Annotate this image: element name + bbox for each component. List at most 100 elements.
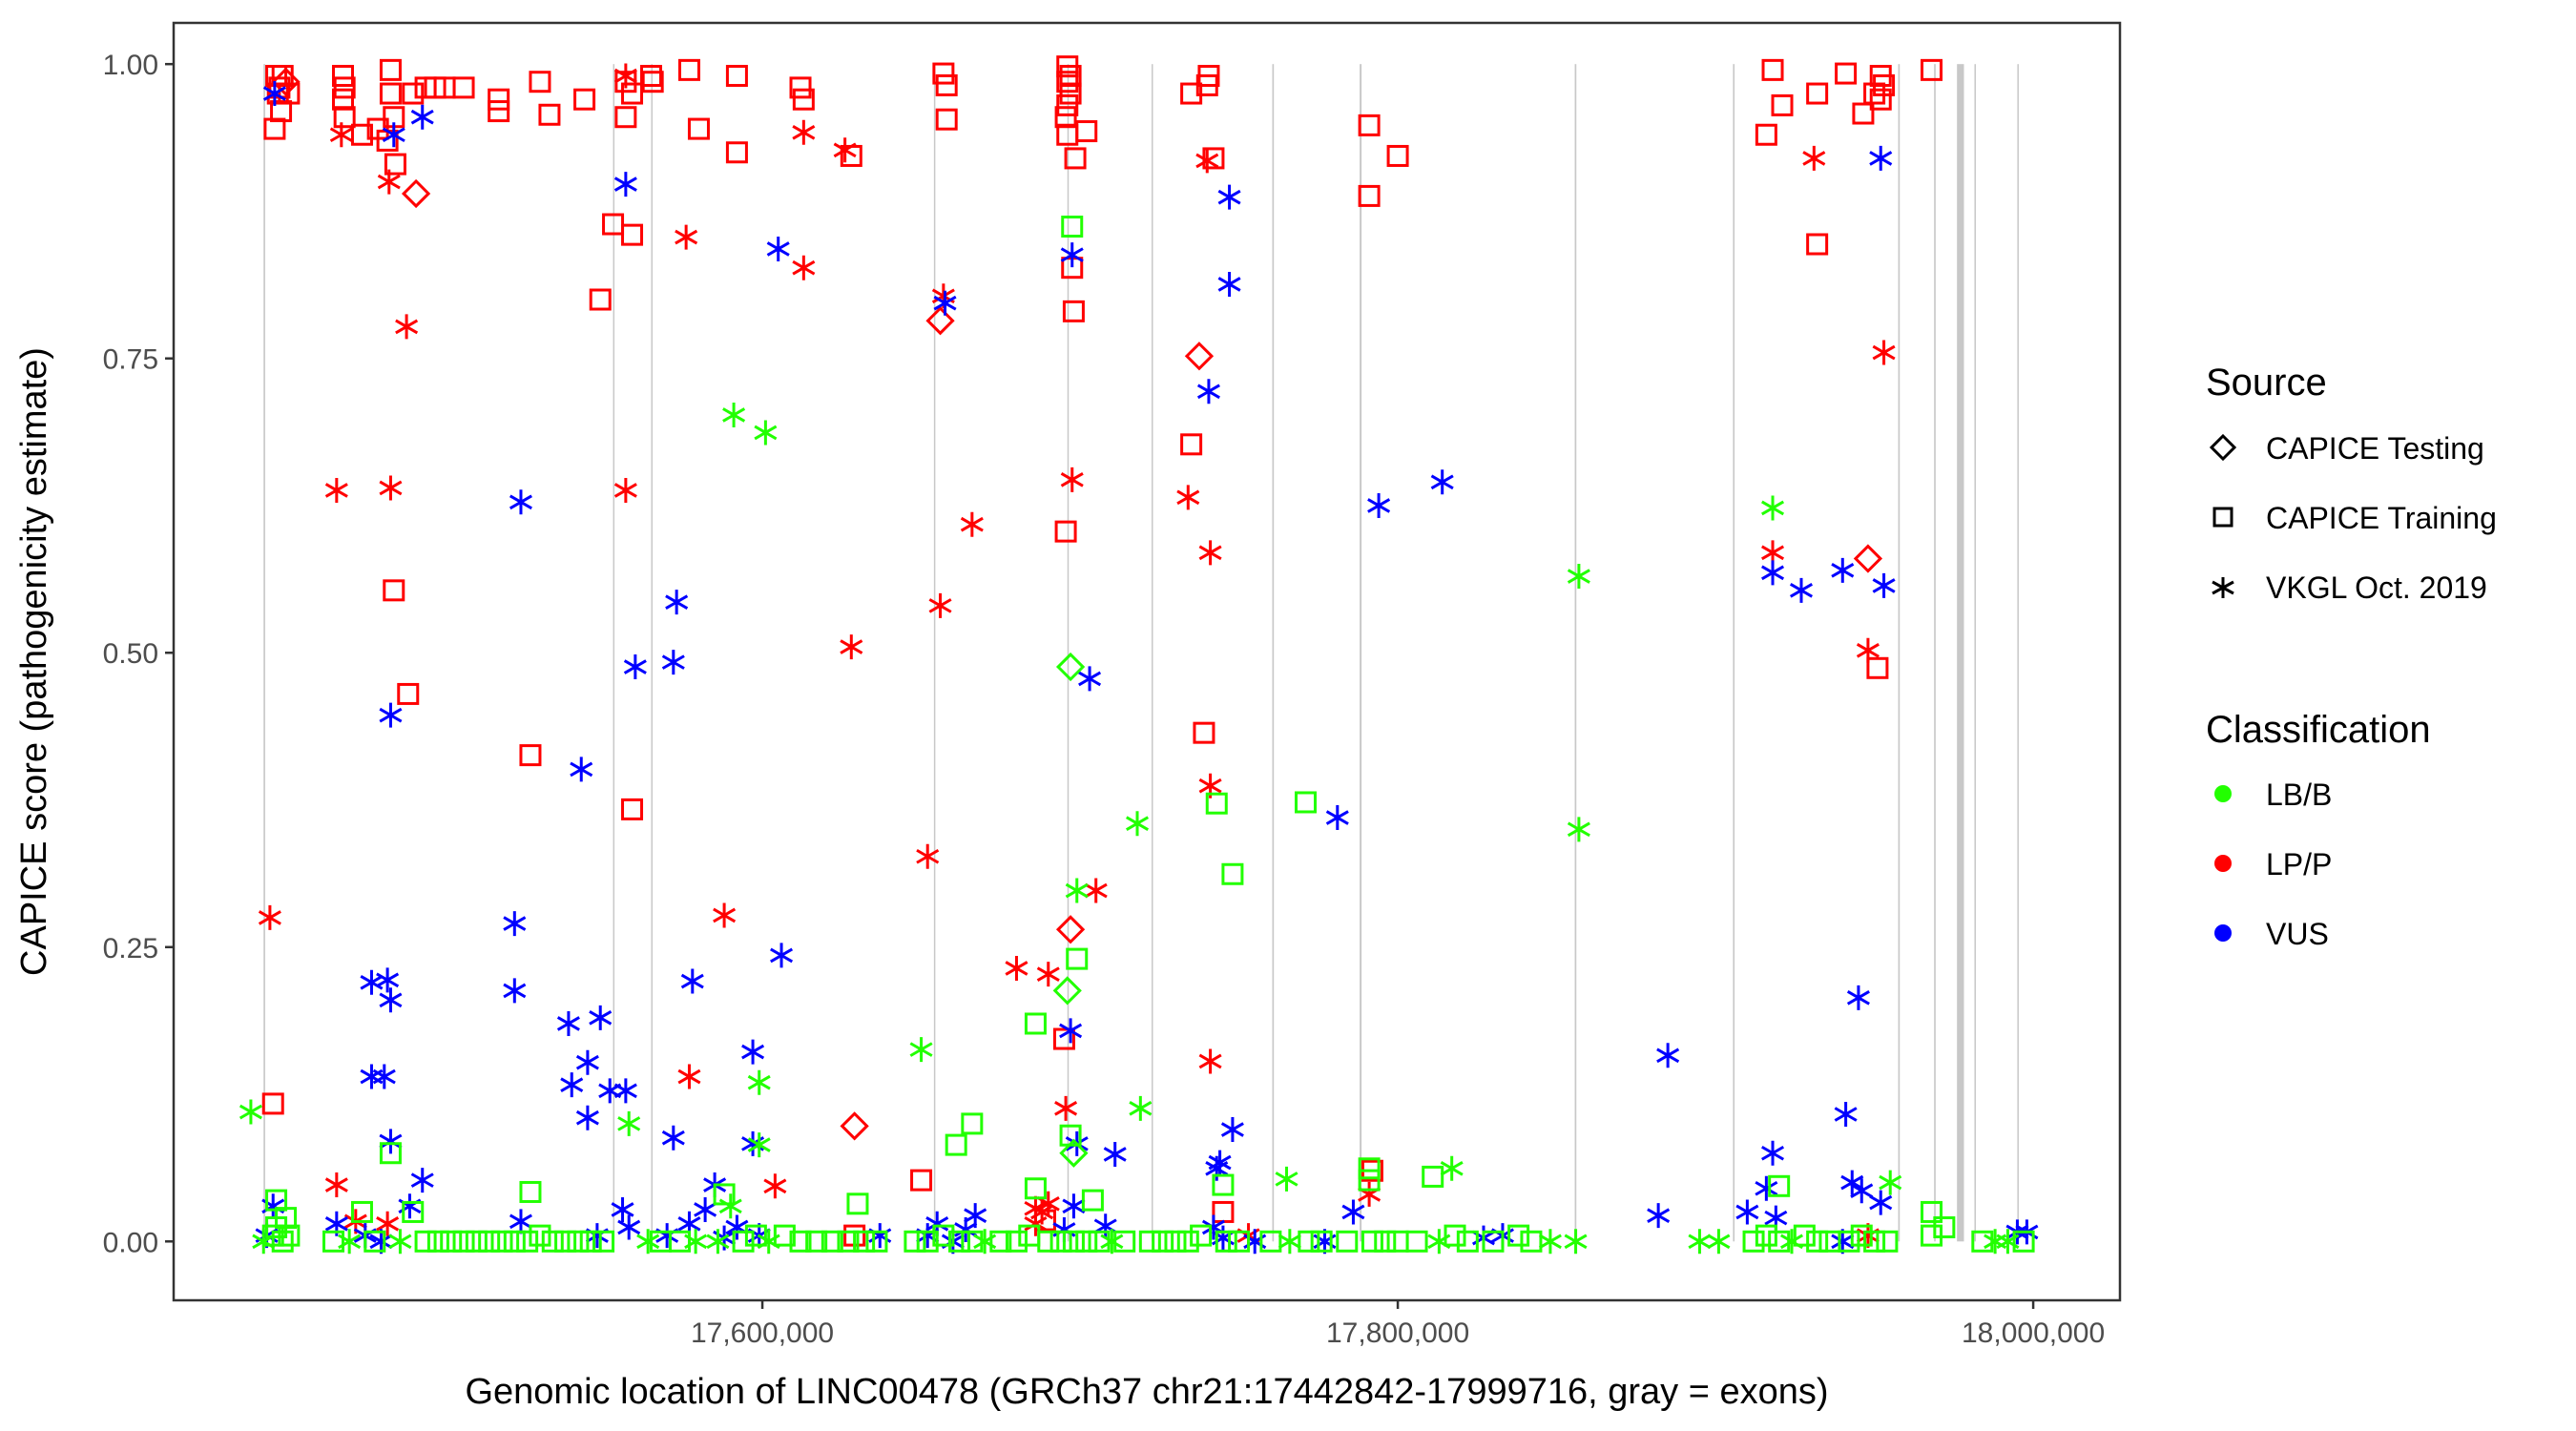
point-training (1793, 1224, 1816, 1247)
exon-line (1974, 64, 1976, 1242)
point-training (278, 82, 301, 105)
point-training (1202, 147, 1225, 170)
asterisk-icon (2212, 577, 2234, 598)
point-vkgl (1656, 1043, 1680, 1068)
point-vkgl (1802, 145, 1826, 171)
point-training (402, 1200, 425, 1223)
point-training (821, 1230, 843, 1253)
exon-line (2017, 64, 2019, 1242)
point-vkgl (589, 1005, 613, 1030)
point-training (379, 58, 402, 81)
point-vkgl (1869, 1190, 1893, 1215)
point-vkgl (747, 1132, 771, 1158)
point-vkgl (792, 255, 816, 280)
point-training (529, 71, 551, 93)
exon-line (1151, 64, 1153, 1242)
point-vkgl (410, 1168, 434, 1193)
point-vkgl (379, 702, 403, 728)
point-vkgl (1078, 666, 1102, 692)
point-training (1863, 1230, 1886, 1253)
point-training (1176, 1230, 1199, 1253)
point-training (687, 117, 710, 140)
point-training (452, 1230, 475, 1253)
point-vkgl (1850, 1178, 1874, 1204)
point-training (789, 76, 812, 99)
point-training (1873, 73, 1896, 96)
point-training (945, 1133, 967, 1156)
point-vkgl (617, 1214, 641, 1240)
point-training (503, 1230, 526, 1253)
point-training (1806, 82, 1829, 105)
exon-line (1733, 64, 1735, 1242)
point-training (554, 1230, 577, 1253)
point-vkgl (684, 1229, 708, 1255)
point-vkgl (575, 1105, 599, 1130)
point-vkgl (1054, 1095, 1078, 1121)
y-axis: 0.00 0.25 0.50 0.75 1.00 (103, 50, 174, 1258)
point-training (1164, 1230, 1187, 1253)
point-vkgl (1567, 817, 1590, 842)
point-training (350, 1200, 373, 1223)
point-testing (401, 178, 431, 209)
point-vkgl (636, 1229, 660, 1255)
point-training (910, 1169, 933, 1192)
point-training (1062, 1230, 1085, 1253)
point-training (589, 288, 612, 311)
point-vkgl (1217, 271, 1241, 297)
point-vkgl (713, 902, 737, 928)
point-training (1215, 1230, 1237, 1253)
y-tick-label: 0.75 (103, 344, 158, 376)
point-training (853, 1230, 876, 1253)
y-tick-label: 0.00 (103, 1227, 158, 1258)
point-training (1005, 1230, 1028, 1253)
point-vkgl (1872, 572, 1896, 598)
exon-line (613, 64, 615, 1242)
point-testing (840, 1111, 869, 1141)
point-training (1866, 656, 1889, 679)
point-training (1456, 1230, 1479, 1253)
point-vkgl (1198, 540, 1222, 566)
dot-icon (2214, 924, 2232, 942)
point-training (519, 1180, 542, 1203)
point-training (1024, 1177, 1047, 1200)
point-training (402, 82, 425, 105)
point-vkgl (503, 911, 527, 937)
point-vkgl (262, 81, 286, 107)
point-testing (271, 67, 301, 96)
point-vkgl (680, 968, 704, 994)
point-training (1755, 123, 1777, 146)
point-training (1061, 215, 1084, 238)
point-vkgl (570, 757, 593, 782)
point-vkgl (560, 1072, 584, 1098)
point-vkgl (1789, 577, 1814, 603)
point-training (1838, 1230, 1860, 1253)
point-training (1921, 58, 1943, 81)
point-training (1221, 862, 1244, 885)
exon-line (651, 64, 654, 1242)
y-axis-title: CAPICE score (pathogenicity estimate) (14, 347, 54, 976)
point-vkgl (964, 1203, 987, 1229)
exon-line (1898, 64, 1901, 1242)
point-vkgl (509, 1209, 532, 1234)
point-vkgl (395, 314, 419, 340)
point-training (519, 744, 542, 767)
point-vkgl (1834, 1102, 1858, 1128)
point-vkgl (1129, 1095, 1153, 1121)
point-vkgl (1278, 1229, 1301, 1255)
point-training (989, 1230, 1012, 1253)
point-vkgl (509, 489, 532, 515)
point-training (1075, 1230, 1098, 1253)
point-training (1358, 114, 1381, 136)
point-vkgl (503, 978, 527, 1004)
point-training (488, 88, 510, 111)
point-training (1075, 120, 1098, 143)
point-training (744, 1224, 767, 1247)
point-vkgl (1217, 184, 1241, 210)
point-training (1024, 1012, 1047, 1035)
point-training (1113, 1230, 1136, 1253)
point-vkgl (388, 1229, 412, 1255)
y-tick-label: 0.50 (103, 638, 158, 670)
point-training (1507, 1224, 1530, 1247)
point-training (1771, 93, 1794, 116)
point-training (805, 1230, 828, 1253)
